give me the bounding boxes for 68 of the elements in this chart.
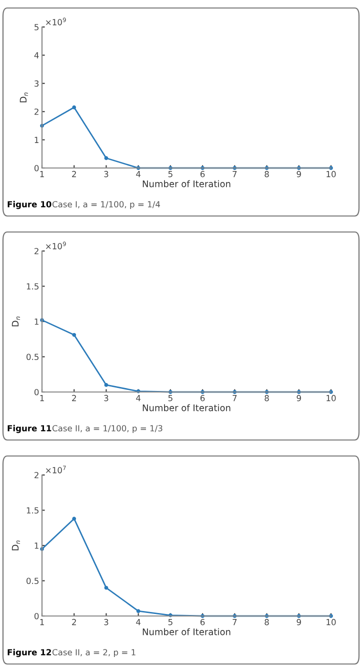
- text: ×10$^{9}$: [46, 242, 66, 250]
- y-axis-title: D$_{n}$: [12, 316, 20, 326]
- y-tick-label: 2: [34, 248, 38, 254]
- y-tick-label: 1.5: [26, 507, 38, 514]
- y-tick-label: 2: [34, 108, 38, 115]
- x-axis-title: Number of Iteration: [142, 180, 230, 188]
- y-tick-label: 0.5: [26, 578, 38, 584]
- x-tick-label: 5: [168, 619, 172, 626]
- x-tick-label: 7: [232, 619, 237, 626]
- point: [104, 586, 108, 590]
- x-tick-label: 1: [40, 619, 44, 626]
- x-tick-label: 3: [104, 394, 108, 402]
- x-tick-label: 10: [326, 394, 336, 402]
- x-tick-label: 2: [72, 170, 76, 178]
- x-tick-label: 8: [264, 394, 269, 402]
- point: [104, 383, 108, 387]
- x-tick-label: 7: [232, 395, 237, 402]
- x-tick-label: 4: [136, 619, 141, 626]
- x-tick-label: 9: [296, 170, 301, 178]
- x-tick-label: 5: [168, 395, 172, 402]
- x-tick-label: 2: [72, 618, 76, 626]
- x-tick-label: 6: [200, 394, 205, 402]
- text: Case I, a = 1/100, p = 1/4: [52, 201, 160, 210]
- y-axis-title: D$_{n}$: [20, 92, 28, 102]
- y-tick-label: 0: [34, 388, 39, 396]
- text: ×10$^{7}$: [46, 466, 66, 474]
- point: [104, 156, 108, 160]
- x-tick-label: 10: [326, 618, 336, 626]
- x-tick-label: 9: [296, 394, 301, 402]
- x-tick-label: 8: [264, 170, 269, 178]
- x-tick-label: 7: [232, 171, 237, 178]
- x-tick-label: 1: [40, 171, 44, 178]
- point: [72, 516, 76, 521]
- x-tick-label: 6: [200, 170, 205, 178]
- x-axis-title: Number of Iteration: [142, 404, 230, 412]
- x-tick-label: 4: [136, 395, 141, 402]
- y-tick-label: 4: [34, 52, 39, 58]
- y-tick-label: 1.5: [26, 283, 38, 290]
- x-tick-label: 3: [104, 170, 108, 178]
- text: Case II, a = 1/100, p = 1/3: [52, 425, 162, 434]
- y-tick-label: 3: [34, 80, 39, 87]
- y-tick-label: 2: [34, 472, 38, 478]
- y-tick-label: 1: [34, 542, 38, 549]
- y-tick-label: 5: [34, 24, 38, 30]
- x-tick-label: 2: [72, 394, 76, 402]
- y-tick-label: 1: [34, 136, 38, 143]
- text: Figure 11: [8, 424, 52, 434]
- point: [72, 332, 76, 337]
- point: [136, 609, 140, 614]
- point: [72, 105, 76, 110]
- x-tick-label: 5: [168, 171, 172, 178]
- text: Figure 12: [8, 648, 51, 658]
- text: Case II, a = 2, p = 1: [52, 649, 136, 658]
- text: Figure 10: [8, 200, 52, 210]
- y-axis-title: D$_{n}$: [12, 540, 20, 550]
- y-tick-label: 0: [34, 612, 39, 620]
- text: ×10$^{9}$: [46, 18, 66, 26]
- x-tick-label: 9: [296, 618, 301, 626]
- y-tick-label: 1: [34, 318, 38, 325]
- x-tick-label: 4: [136, 171, 141, 178]
- x-axis-title: Number of Iteration: [142, 628, 230, 636]
- y-tick-label: 0: [34, 164, 39, 172]
- x-tick-label: 6: [200, 618, 205, 626]
- x-tick-label: 10: [326, 170, 336, 178]
- x-tick-label: 1: [40, 395, 44, 402]
- x-tick-label: 3: [104, 618, 108, 626]
- y-tick-label: 0.5: [26, 354, 38, 360]
- x-tick-label: 8: [264, 618, 269, 626]
